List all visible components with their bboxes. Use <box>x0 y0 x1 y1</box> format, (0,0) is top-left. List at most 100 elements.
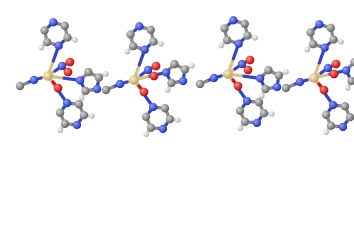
atom <box>240 117 250 126</box>
atom <box>149 37 158 46</box>
atom <box>143 65 153 75</box>
atom <box>319 85 329 95</box>
atom <box>15 81 25 91</box>
atom <box>323 63 333 73</box>
atom <box>74 100 84 109</box>
atom <box>53 83 63 93</box>
atom <box>62 98 72 108</box>
atom <box>38 44 45 51</box>
atom <box>158 124 168 134</box>
atom <box>55 108 65 118</box>
atom <box>151 61 161 71</box>
atom <box>103 71 109 77</box>
atom <box>49 18 58 27</box>
atom <box>40 26 49 35</box>
atom <box>243 31 252 40</box>
atom <box>345 85 351 91</box>
atom <box>175 117 181 123</box>
atom <box>331 59 341 69</box>
atom <box>237 59 247 69</box>
atom <box>220 24 229 33</box>
atom <box>195 79 205 89</box>
atom <box>304 46 311 53</box>
atom <box>272 82 282 92</box>
atom <box>254 98 264 107</box>
atom <box>306 28 315 37</box>
atom <box>84 67 93 77</box>
atom <box>274 71 284 80</box>
atom <box>79 110 89 120</box>
atom <box>148 102 158 112</box>
atom <box>341 66 351 75</box>
atom <box>94 73 104 82</box>
atom <box>338 122 348 132</box>
atom <box>252 118 262 128</box>
atom <box>72 37 78 43</box>
atom <box>92 84 102 94</box>
atom <box>189 63 195 69</box>
atom <box>259 93 265 99</box>
atom <box>65 57 75 67</box>
atom <box>243 65 253 75</box>
atom <box>146 25 156 35</box>
atom <box>63 67 73 77</box>
atom <box>60 21 70 31</box>
atom <box>281 83 291 93</box>
atom <box>124 48 131 55</box>
atom <box>321 110 331 120</box>
atom <box>329 35 338 44</box>
atom <box>245 55 255 65</box>
atom <box>264 65 273 75</box>
atom <box>235 106 245 116</box>
atom <box>308 39 318 49</box>
atom <box>328 100 338 110</box>
atom <box>75 76 85 85</box>
atom <box>180 65 190 74</box>
atom <box>240 19 250 29</box>
atom <box>326 121 336 130</box>
atom <box>323 129 330 136</box>
atom <box>170 59 179 69</box>
atom <box>242 96 252 106</box>
atom <box>101 85 111 95</box>
atom <box>81 86 90 96</box>
atom <box>135 22 144 31</box>
atom <box>350 57 354 67</box>
atom <box>140 45 149 54</box>
atom <box>72 120 82 130</box>
atom <box>259 108 269 118</box>
atom <box>143 131 150 138</box>
atom <box>237 125 244 132</box>
atom <box>261 84 270 94</box>
atom <box>340 102 350 111</box>
atom <box>338 39 344 45</box>
atom <box>295 77 305 87</box>
atom <box>54 41 63 50</box>
atom <box>57 61 67 71</box>
atom <box>347 76 354 86</box>
atom <box>252 35 258 41</box>
atom <box>139 87 149 97</box>
molecule-render <box>15 16 354 138</box>
atom <box>165 87 171 93</box>
atom <box>129 75 139 85</box>
atom <box>269 111 275 117</box>
atom <box>320 43 329 52</box>
page: (() => { JSON.parse(document.getElementB… <box>15 16 354 138</box>
atom <box>161 68 171 77</box>
atom <box>149 71 159 81</box>
atom <box>160 104 170 113</box>
atom <box>222 35 232 45</box>
atom <box>329 69 339 79</box>
atom <box>146 123 156 132</box>
atom <box>178 76 188 86</box>
atom <box>234 39 243 48</box>
atoms <box>15 16 354 138</box>
atom <box>60 119 70 128</box>
atom <box>43 71 53 81</box>
atom <box>233 81 243 91</box>
atom <box>42 37 52 47</box>
atom <box>223 69 233 79</box>
atom <box>89 113 95 119</box>
atom <box>218 42 225 49</box>
